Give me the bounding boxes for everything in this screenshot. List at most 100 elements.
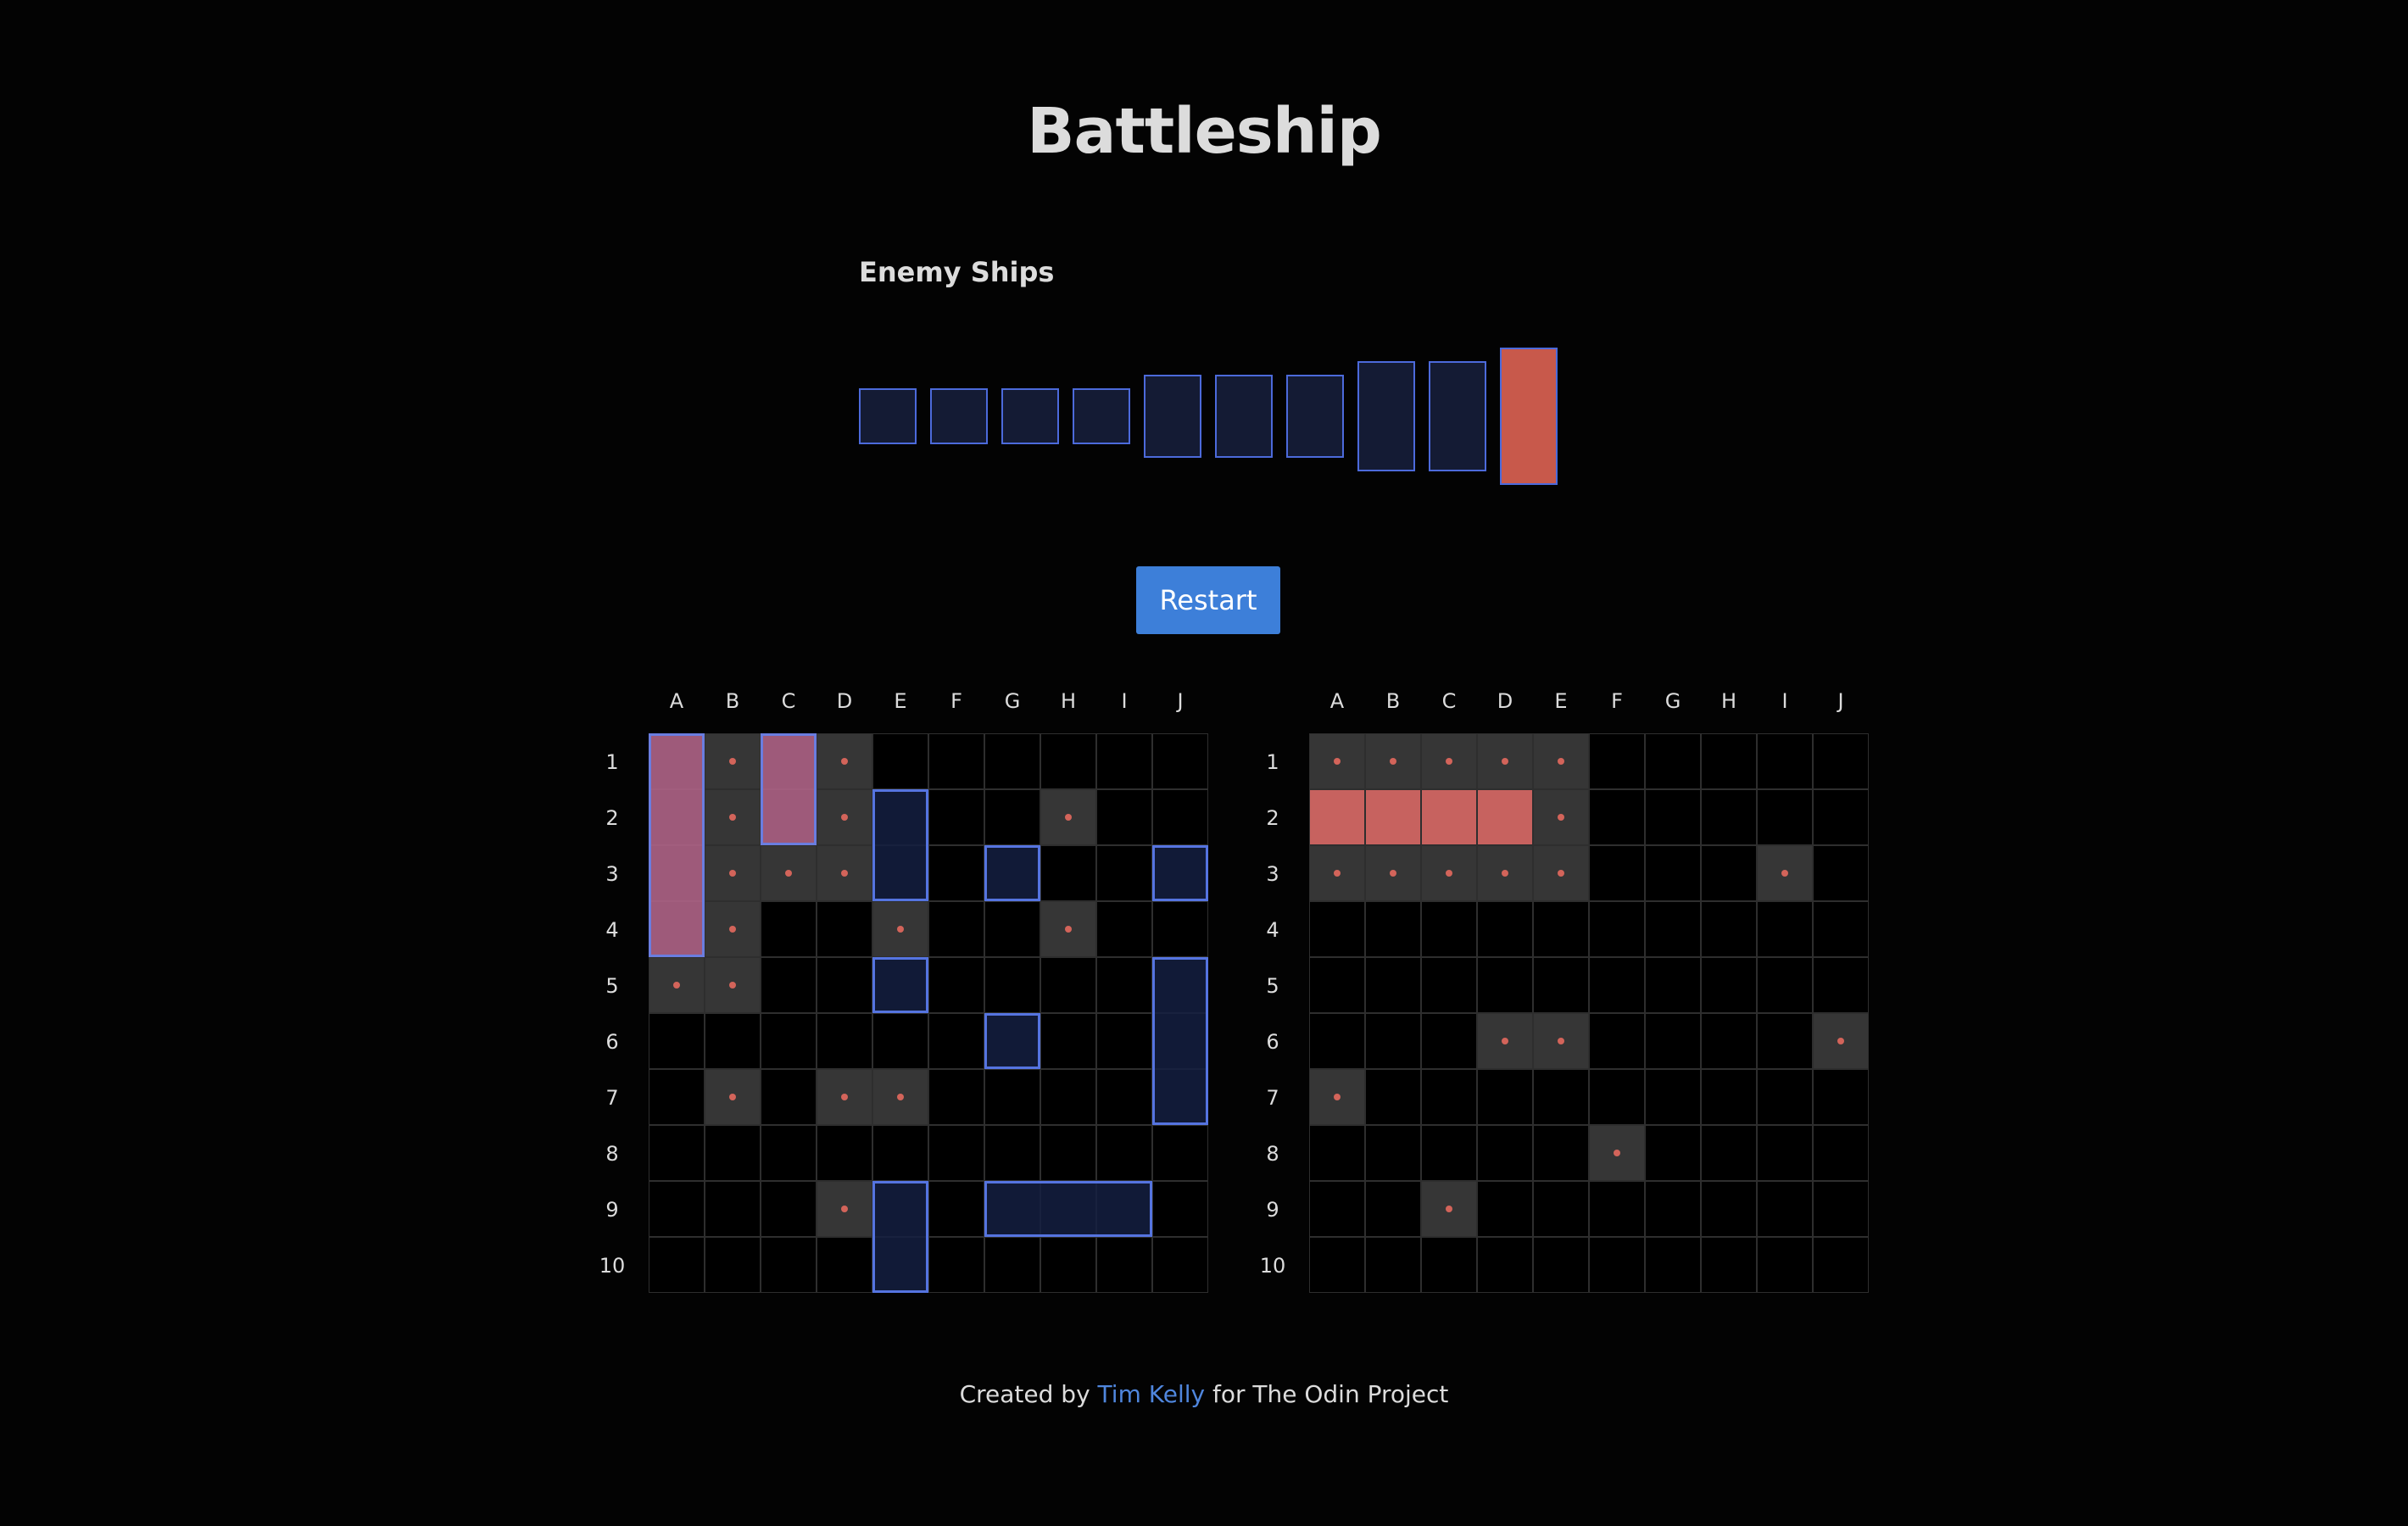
enemy-board-cell[interactable]: [1533, 789, 1589, 845]
enemy-board-cell[interactable]: [1645, 901, 1701, 957]
enemy-board-cell[interactable]: [1309, 957, 1365, 1013]
enemy-board-cell[interactable]: [1757, 733, 1813, 789]
enemy-board-cell[interactable]: [1757, 957, 1813, 1013]
enemy-board-cell[interactable]: [1813, 1181, 1869, 1237]
enemy-board-cell[interactable]: [1701, 733, 1757, 789]
enemy-board-cell[interactable]: [1645, 733, 1701, 789]
enemy-board-cell[interactable]: [1813, 1013, 1869, 1069]
enemy-board-cell[interactable]: [1813, 1125, 1869, 1181]
enemy-board-cell[interactable]: [1421, 901, 1477, 957]
enemy-board-cell[interactable]: [1533, 733, 1589, 789]
enemy-board-cell[interactable]: [1365, 1013, 1421, 1069]
enemy-board-cell[interactable]: [1813, 1237, 1869, 1293]
enemy-board-cell[interactable]: [1421, 845, 1477, 901]
enemy-board-cell[interactable]: [1701, 789, 1757, 845]
enemy-board-cell[interactable]: [1477, 789, 1533, 845]
enemy-board-cell[interactable]: [1757, 1125, 1813, 1181]
enemy-board-cell[interactable]: [1365, 957, 1421, 1013]
enemy-board-cell[interactable]: [1533, 1125, 1589, 1181]
enemy-board-cell[interactable]: [1645, 1237, 1701, 1293]
enemy-board-cell[interactable]: [1533, 1237, 1589, 1293]
enemy-board-cell[interactable]: [1589, 789, 1645, 845]
enemy-board-cell[interactable]: [1477, 845, 1533, 901]
enemy-board-cell[interactable]: [1757, 901, 1813, 957]
enemy-board-cell[interactable]: [1813, 901, 1869, 957]
enemy-board-cell[interactable]: [1421, 1069, 1477, 1125]
enemy-board-cell[interactable]: [1477, 1237, 1533, 1293]
enemy-board-cell[interactable]: [1813, 1069, 1869, 1125]
restart-button[interactable]: Restart: [1136, 566, 1280, 634]
enemy-board-cell[interactable]: [1309, 845, 1365, 901]
enemy-board-cell[interactable]: [1645, 1069, 1701, 1125]
enemy-board-cell[interactable]: [1421, 957, 1477, 1013]
enemy-board-cell[interactable]: [1701, 1069, 1757, 1125]
enemy-board-cell[interactable]: [1589, 1069, 1645, 1125]
enemy-board-cell[interactable]: [1421, 1013, 1477, 1069]
enemy-board-cell[interactable]: [1309, 1181, 1365, 1237]
enemy-board-cell[interactable]: [1533, 1181, 1589, 1237]
enemy-board-cell[interactable]: [1813, 957, 1869, 1013]
enemy-board-cell[interactable]: [1309, 1125, 1365, 1181]
enemy-board-cell[interactable]: [1421, 733, 1477, 789]
enemy-board-cell[interactable]: [1813, 733, 1869, 789]
enemy-board-cell[interactable]: [1309, 789, 1365, 845]
enemy-board-cell[interactable]: [1533, 901, 1589, 957]
enemy-board-cell[interactable]: [1701, 1125, 1757, 1181]
enemy-board-cell[interactable]: [1421, 1237, 1477, 1293]
enemy-board-cell[interactable]: [1645, 957, 1701, 1013]
enemy-board-cell[interactable]: [1589, 845, 1645, 901]
enemy-board-cell[interactable]: [1701, 901, 1757, 957]
enemy-board-cell[interactable]: [1365, 901, 1421, 957]
enemy-board-cell[interactable]: [1701, 1237, 1757, 1293]
enemy-board-cell[interactable]: [1645, 845, 1701, 901]
enemy-board-cell[interactable]: [1589, 1013, 1645, 1069]
enemy-board-cell[interactable]: [1309, 1013, 1365, 1069]
enemy-board-cell[interactable]: [1701, 845, 1757, 901]
enemy-board-cell[interactable]: [1701, 1013, 1757, 1069]
enemy-board-cell[interactable]: [1701, 1181, 1757, 1237]
enemy-board-cell[interactable]: [1589, 957, 1645, 1013]
enemy-board-cell[interactable]: [1365, 1181, 1421, 1237]
enemy-board-cell[interactable]: [1421, 789, 1477, 845]
enemy-board-cell[interactable]: [1365, 789, 1421, 845]
enemy-board-cell[interactable]: [1365, 845, 1421, 901]
enemy-board-cell[interactable]: [1477, 1013, 1533, 1069]
enemy-board-cell[interactable]: [1365, 1237, 1421, 1293]
enemy-board-cell[interactable]: [1477, 1181, 1533, 1237]
enemy-board-cell[interactable]: [1701, 957, 1757, 1013]
enemy-board-cell[interactable]: [1757, 1181, 1813, 1237]
enemy-board-cell[interactable]: [1309, 901, 1365, 957]
enemy-board-cell[interactable]: [1533, 1069, 1589, 1125]
enemy-board-cell[interactable]: [1309, 733, 1365, 789]
enemy-board-cell[interactable]: [1477, 733, 1533, 789]
enemy-board-cell[interactable]: [1365, 1069, 1421, 1125]
enemy-board-cell[interactable]: [1477, 1069, 1533, 1125]
enemy-board-cell[interactable]: [1589, 1181, 1645, 1237]
enemy-board-cell[interactable]: [1645, 789, 1701, 845]
enemy-board-cell[interactable]: [1533, 845, 1589, 901]
enemy-board-cell[interactable]: [1533, 1013, 1589, 1069]
enemy-board-cell[interactable]: [1757, 789, 1813, 845]
enemy-board-cell[interactable]: [1813, 845, 1869, 901]
enemy-board-cell[interactable]: [1757, 845, 1813, 901]
enemy-board-cell[interactable]: [1589, 1125, 1645, 1181]
enemy-board-cell[interactable]: [1477, 901, 1533, 957]
enemy-board-cell[interactable]: [1365, 733, 1421, 789]
enemy-board-cell[interactable]: [1365, 1125, 1421, 1181]
enemy-board-cell[interactable]: [1533, 957, 1589, 1013]
enemy-board-cell[interactable]: [1309, 1237, 1365, 1293]
enemy-board-cell[interactable]: [1757, 1069, 1813, 1125]
enemy-board-cell[interactable]: [1757, 1013, 1813, 1069]
enemy-board-cell[interactable]: [1477, 1125, 1533, 1181]
enemy-board-cell[interactable]: [1645, 1181, 1701, 1237]
enemy-board-cell[interactable]: [1421, 1181, 1477, 1237]
enemy-board-cell[interactable]: [1589, 733, 1645, 789]
enemy-board-cell[interactable]: [1589, 901, 1645, 957]
enemy-board-cell[interactable]: [1813, 789, 1869, 845]
enemy-board-cell[interactable]: [1309, 1069, 1365, 1125]
enemy-board-cell[interactable]: [1645, 1125, 1701, 1181]
enemy-board-cell[interactable]: [1645, 1013, 1701, 1069]
enemy-board-cell[interactable]: [1589, 1237, 1645, 1293]
enemy-board-cell[interactable]: [1757, 1237, 1813, 1293]
author-link[interactable]: Tim Kelly: [1097, 1380, 1206, 1408]
